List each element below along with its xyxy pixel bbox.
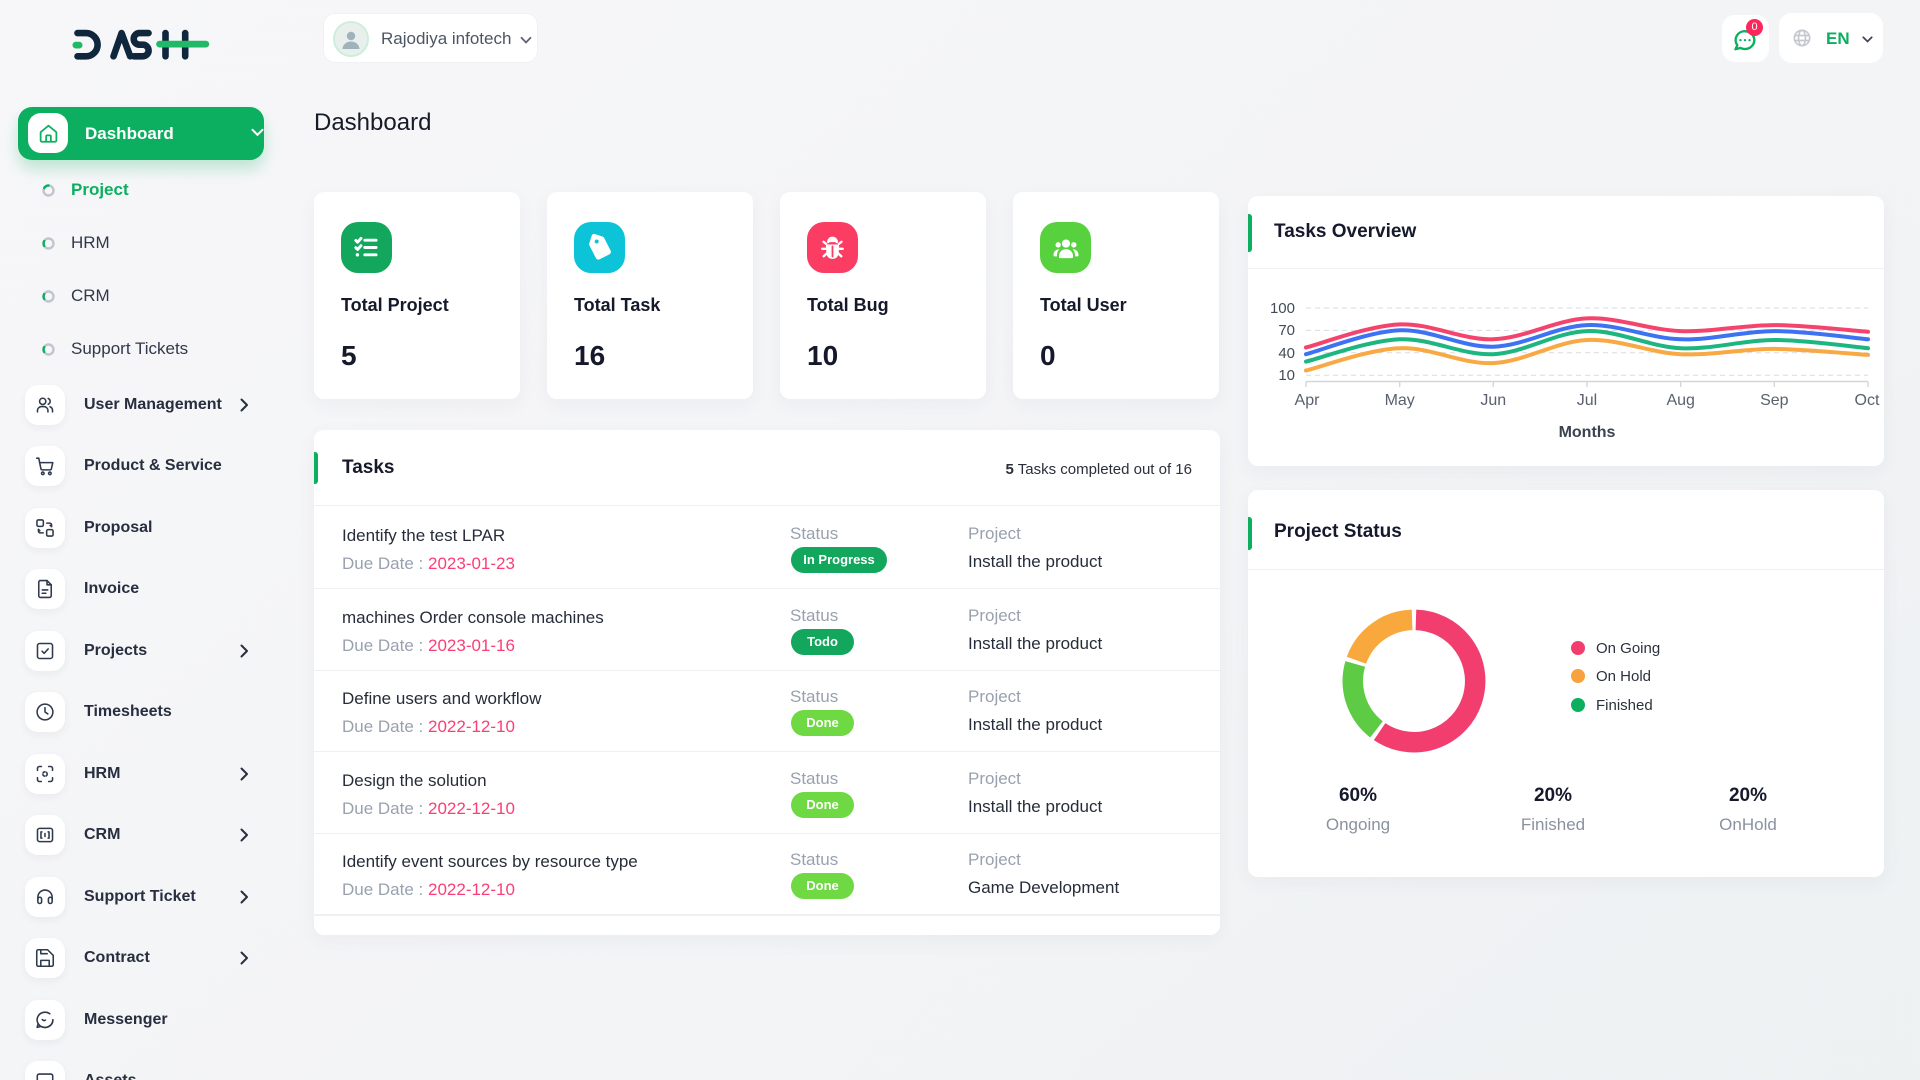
svg-text:On Going: On Going — [1596, 640, 1660, 657]
svg-text:Jun: Jun — [1480, 392, 1506, 409]
svg-text:Aug: Aug — [1666, 392, 1694, 409]
svg-text:Finished: Finished — [1596, 697, 1653, 714]
svg-text:Months: Months — [1559, 424, 1616, 441]
svg-text:On Hold: On Hold — [1596, 668, 1651, 685]
svg-text:40: 40 — [1278, 345, 1295, 362]
svg-text:Apr: Apr — [1295, 392, 1321, 409]
svg-text:100: 100 — [1270, 300, 1295, 317]
svg-text:70: 70 — [1278, 322, 1295, 339]
svg-text:May: May — [1385, 392, 1415, 409]
svg-text:Jul: Jul — [1577, 392, 1597, 409]
svg-text:Oct: Oct — [1855, 392, 1880, 409]
svg-text:Sep: Sep — [1760, 392, 1789, 409]
svg-text:10: 10 — [1278, 367, 1295, 384]
